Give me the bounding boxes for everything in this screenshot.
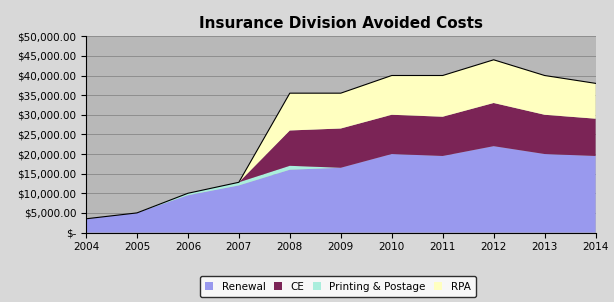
- Title: Insurance Division Avoided Costs: Insurance Division Avoided Costs: [199, 16, 483, 31]
- Legend: Renewal, CE, Printing & Postage, RPA: Renewal, CE, Printing & Postage, RPA: [200, 276, 476, 297]
